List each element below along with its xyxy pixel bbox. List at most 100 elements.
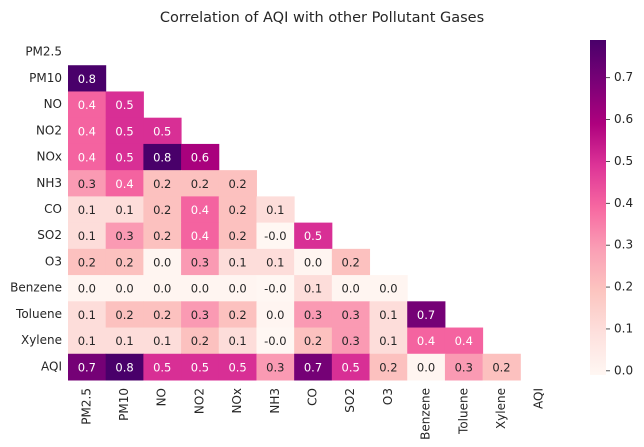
cell — [218, 353, 257, 381]
cell — [482, 353, 521, 381]
cell — [218, 301, 257, 329]
cell — [331, 248, 371, 276]
cell — [369, 327, 408, 355]
cell-label: 0.3 — [342, 308, 360, 322]
cell-label: 0.1 — [78, 203, 96, 217]
cell — [331, 327, 371, 355]
cell-label: 0.5 — [191, 360, 209, 374]
cell — [218, 196, 257, 224]
cell-label: 0.7 — [304, 360, 322, 374]
cell-label: 0.0 — [228, 282, 246, 296]
cell — [294, 222, 333, 250]
cell-label: 0.1 — [78, 308, 96, 322]
cell-label: 0.2 — [153, 177, 171, 191]
cell-label: 0.8 — [153, 151, 171, 165]
cell-label: 0.0 — [153, 282, 171, 296]
cell-label: 0.3 — [191, 308, 209, 322]
cell — [68, 327, 107, 355]
cell — [105, 196, 144, 224]
cell — [331, 301, 371, 329]
cell — [331, 353, 371, 381]
cell-label: 0.1 — [115, 334, 133, 348]
cell-label: 0.1 — [379, 334, 397, 348]
cell-label: 0.2 — [153, 308, 171, 322]
cell-label: 0.2 — [379, 360, 397, 374]
cell-label: 0.8 — [78, 72, 96, 86]
cell — [68, 65, 107, 92]
cell-label: 0.4 — [78, 151, 96, 165]
cell-label: 0.4 — [191, 203, 209, 217]
cell-label: 0.4 — [191, 229, 209, 243]
cell — [294, 327, 333, 355]
cell — [68, 222, 107, 250]
cell — [105, 222, 144, 250]
cell — [218, 222, 257, 250]
cell — [68, 275, 107, 302]
y-tick-label: PM2.5 — [25, 45, 62, 59]
x-tick-label: NH3 — [268, 388, 282, 414]
cell — [68, 248, 107, 276]
cell — [143, 196, 182, 224]
chart-title: Correlation of AQI with other Pollutant … — [160, 10, 484, 26]
colorbar-tick-label: 0.0 — [614, 363, 633, 377]
cell — [256, 301, 295, 329]
cell-label: 0.4 — [78, 124, 96, 138]
y-tick-label: NOx — [36, 150, 62, 164]
cell — [256, 222, 295, 250]
cell — [105, 275, 144, 302]
cell-label: 0.1 — [228, 334, 246, 348]
cell-label: 0.5 — [342, 360, 360, 374]
cell-label: 0.2 — [492, 360, 510, 374]
cell — [218, 275, 257, 302]
cell — [444, 353, 484, 381]
cell-label: 0.3 — [342, 334, 360, 348]
cell-label: 0.2 — [153, 229, 171, 243]
cell — [256, 327, 295, 355]
cell — [331, 275, 371, 302]
cell — [68, 353, 107, 381]
cell-label: 0.2 — [153, 203, 171, 217]
cell — [407, 327, 446, 355]
cell — [143, 222, 182, 250]
cell — [143, 301, 182, 329]
cell — [256, 248, 295, 276]
y-tick-label: PM10 — [29, 71, 62, 85]
cell — [181, 301, 220, 329]
cell — [181, 248, 220, 276]
cell-label: 0.5 — [115, 124, 133, 138]
cell — [369, 353, 408, 381]
cell — [68, 170, 107, 197]
x-tick-label: CO — [306, 388, 320, 406]
cell — [294, 301, 333, 329]
cell-label: 0.8 — [115, 360, 133, 374]
cell — [181, 353, 220, 381]
x-tick-label: PM2.5 — [79, 388, 93, 425]
x-tick-label: SO2 — [343, 388, 357, 413]
cell-label: 0.2 — [191, 334, 209, 348]
cell-label: 0.0 — [342, 282, 360, 296]
cell — [143, 353, 182, 381]
cell — [105, 91, 144, 119]
cell — [181, 196, 220, 224]
cell — [105, 170, 144, 197]
cell-label: 0.0 — [379, 282, 397, 296]
cell-label: 0.2 — [228, 203, 246, 217]
y-tick-label: NO — [44, 97, 62, 111]
x-tick-label: NO2 — [192, 388, 206, 414]
cell — [218, 170, 257, 197]
cell — [68, 196, 107, 224]
cell-label: 0.2 — [115, 255, 133, 269]
cell-label: -0.0 — [264, 282, 286, 296]
y-tick-label: Xylene — [21, 333, 62, 347]
cell-label: 0.2 — [191, 177, 209, 191]
cell-label: 0.5 — [153, 360, 171, 374]
cell-label: 0.2 — [228, 177, 246, 191]
cell-label: 0.2 — [115, 308, 133, 322]
cell-label: 0.7 — [78, 360, 96, 374]
cell-label: 0.0 — [266, 308, 284, 322]
cell-label: 0.3 — [304, 308, 322, 322]
x-tick-label: NO — [155, 388, 169, 406]
x-tick-label: Toluene — [456, 388, 470, 435]
cell-label: 0.2 — [342, 255, 360, 269]
